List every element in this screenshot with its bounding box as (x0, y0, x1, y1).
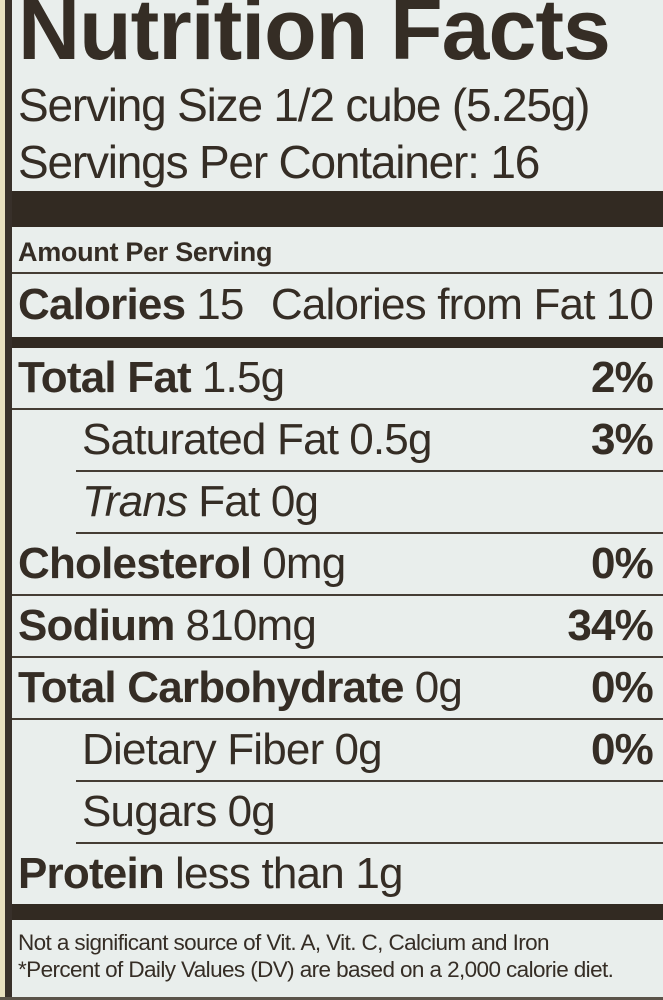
footnote-block: Not a significant source of Vit. A, Vit.… (18, 929, 653, 983)
daily-value: 0% (591, 663, 654, 712)
nutrient-amount: 0.5g (349, 415, 432, 464)
nutrient-amount: 1.5g (201, 353, 285, 402)
medium-divider-bar (12, 337, 663, 348)
nutrient-amount: Fat 0g (198, 477, 319, 526)
nutrient-name: Total Carbohydrate (18, 663, 405, 712)
nutrient-amount: 0g (334, 725, 382, 774)
nutrient-name: Protein (18, 849, 165, 898)
nutrient-row-saturated-fat: Saturated Fat 0.5g 3% (18, 410, 654, 470)
hairline-rule (76, 780, 663, 782)
hairline-rule (76, 470, 663, 472)
calories-from-fat: Calories from Fat 10 (270, 280, 654, 329)
hairline-rule (76, 532, 663, 534)
calories-left: Calories 15 (18, 283, 244, 327)
nutrient-name: Sugars (82, 787, 217, 836)
bottom-edge-line (0, 997, 663, 1000)
nutrient-amount: 0g (227, 787, 276, 836)
hairline-rule (12, 718, 663, 720)
daily-value: 34% (567, 601, 653, 650)
nutrient-amount: less than 1g (174, 849, 403, 898)
nutrient-row-trans-fat: Trans Fat 0g (18, 472, 653, 532)
daily-value: 0% (591, 725, 654, 774)
serving-size: Serving Size 1/2 cube (5.25g) (18, 79, 590, 131)
daily-value: 3% (591, 415, 654, 464)
calories-label: Calories (18, 280, 186, 329)
medium-divider-bar (12, 904, 663, 920)
daily-value: 0% (591, 539, 654, 588)
label-title: Nutrition Facts (18, 0, 611, 78)
nutrient-row-sodium: Sodium 810mg 34% (18, 596, 654, 656)
serving-info: Serving Size 1/2 cube (5.25g) Servings P… (18, 77, 653, 191)
calories-row: Calories 15 Calories from Fat 10 (18, 274, 654, 337)
nutrient-amount: 810mg (185, 601, 317, 650)
nutrient-name: Saturated Fat (82, 415, 339, 464)
nutrient-row-total-fat: Total Fat 1.5g 2% (18, 348, 654, 408)
nutrient-row-sugars: Sugars 0g (18, 782, 653, 842)
amount-per-serving-heading: Amount Per Serving (18, 237, 273, 267)
nutrient-row-dietary-fiber: Dietary Fiber 0g 0% (18, 720, 654, 780)
servings-per-container: Servings Per Container: 16 (18, 136, 540, 188)
nutrient-name: Dietary Fiber (82, 725, 324, 774)
calories-from-fat-label: Calories from Fat (270, 280, 596, 329)
nutrient-name: Trans (82, 477, 188, 526)
hairline-rule (76, 842, 663, 844)
nutrient-row-cholesterol: Cholesterol 0mg 0% (18, 534, 654, 594)
thick-divider-bar (12, 191, 663, 227)
nutrient-row-protein: Protein less than 1g (18, 844, 653, 904)
footnote-significant-source: Not a significant source of Vit. A, Vit.… (18, 930, 550, 955)
calories-value: 15 (196, 280, 244, 329)
hairline-rule (12, 408, 663, 410)
footnote-daily-values: *Percent of Daily Values (DV) are based … (18, 957, 614, 982)
nutrient-name: Cholesterol (18, 539, 252, 588)
nutrient-amount: 0g (414, 663, 463, 712)
daily-value: 2% (591, 353, 654, 402)
nutrient-amount: 0mg (262, 539, 346, 588)
hairline-rule (12, 272, 663, 274)
nutrient-name: Total Fat (18, 353, 192, 402)
label-content: Nutrition Facts Serving Size 1/2 cube (5… (12, 0, 663, 983)
nutrient-name: Sodium (18, 601, 175, 650)
hairline-rule (12, 656, 663, 658)
nutrition-facts-label: Nutrition Facts Serving Size 1/2 cube (5… (5, 0, 663, 997)
nutrient-row-total-carbohydrate: Total Carbohydrate 0g 0% (18, 658, 654, 718)
calories-from-fat-value: 10 (605, 280, 654, 329)
hairline-rule (12, 594, 663, 596)
